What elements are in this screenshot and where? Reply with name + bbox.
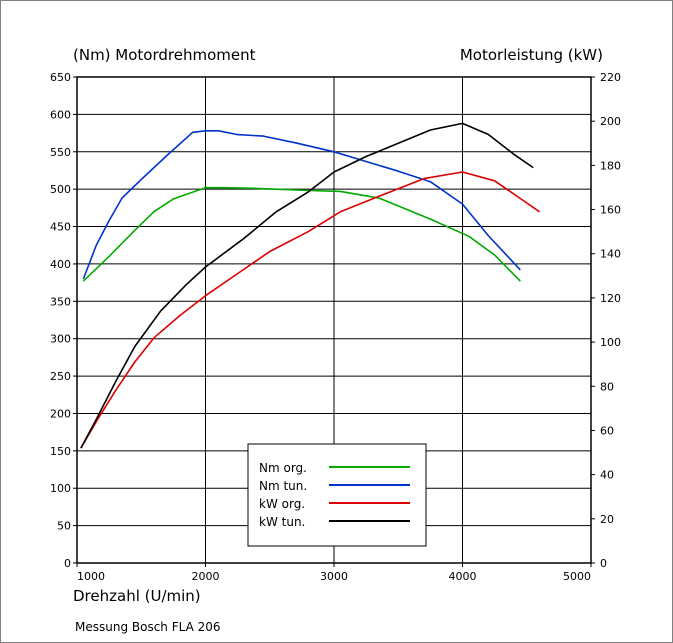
legend-label-kw-org: kW org. (259, 497, 305, 511)
x-axis-title: Drehzahl (U/min) (73, 587, 201, 605)
series-layer (80, 122, 541, 449)
y-right-tick-label: 200 (600, 115, 621, 128)
y-left-tick-label: 500 (50, 183, 71, 196)
x-tick-label: 1000 (77, 570, 105, 583)
series-line-nm-tun (82, 130, 521, 280)
legend: Nm org. Nm tun. kW org. kW tun. (247, 443, 427, 547)
y-left-tick-label: 450 (50, 221, 71, 234)
y-right-tick-label: 140 (600, 248, 621, 261)
legend-label-nm-tun: Nm tun. (259, 479, 307, 493)
y-left-tick-label: 0 (64, 557, 71, 570)
series-line-kw-org (80, 171, 541, 449)
x-tick-label: 5000 (563, 570, 591, 583)
y-right-tick-label: 160 (600, 204, 621, 217)
grid (77, 77, 591, 563)
y-right-tick-label: 80 (600, 380, 614, 393)
y-left-tick-label: 200 (50, 407, 71, 420)
y-right-tick-label: 100 (600, 336, 621, 349)
legend-label-nm-org: Nm org. (259, 461, 307, 475)
y-left-tick-label: 350 (50, 295, 71, 308)
legend-box (247, 443, 427, 547)
y-right-tick-label: 120 (600, 292, 621, 305)
y-left-tick-label: 400 (50, 258, 71, 271)
right-axis-title: Motorleistung (kW) (460, 46, 603, 64)
footer-note: Messung Bosch FLA 206 (75, 620, 221, 634)
legend-label-kw-tun: kW tun. (259, 515, 305, 529)
y-right-tick-label: 40 (600, 469, 614, 482)
x-tick-label: 3000 (320, 570, 348, 583)
x-tick-label: 4000 (449, 570, 477, 583)
y-left-tick-label: 550 (50, 146, 71, 159)
axes: 0 50 100 150 200 250 300 350 400 450 500 550 600 650 0… (50, 71, 621, 583)
y-left-tick-label: 300 (50, 333, 71, 346)
y-right-tick-label: 0 (600, 557, 607, 570)
y-right-tick-label: 60 (600, 424, 614, 437)
y-left-tick-label: 50 (57, 520, 71, 533)
y-left-tick-label: 600 (50, 108, 71, 121)
x-tick-label: 2000 (192, 570, 220, 583)
y-left-tick-label: 250 (50, 370, 71, 383)
y-right-tick-label: 220 (600, 71, 621, 84)
y-right-tick-label: 180 (600, 159, 621, 172)
left-axis-title: (Nm) Motordrehmoment (73, 46, 256, 64)
series-line-kw-tun (80, 122, 534, 449)
y-left-tick-label: 650 (50, 71, 71, 84)
y-left-tick-label: 100 (50, 482, 71, 495)
y-right-tick-label: 20 (600, 513, 614, 526)
series-line-nm-org (82, 186, 521, 282)
y-left-tick-label: 150 (50, 445, 71, 458)
